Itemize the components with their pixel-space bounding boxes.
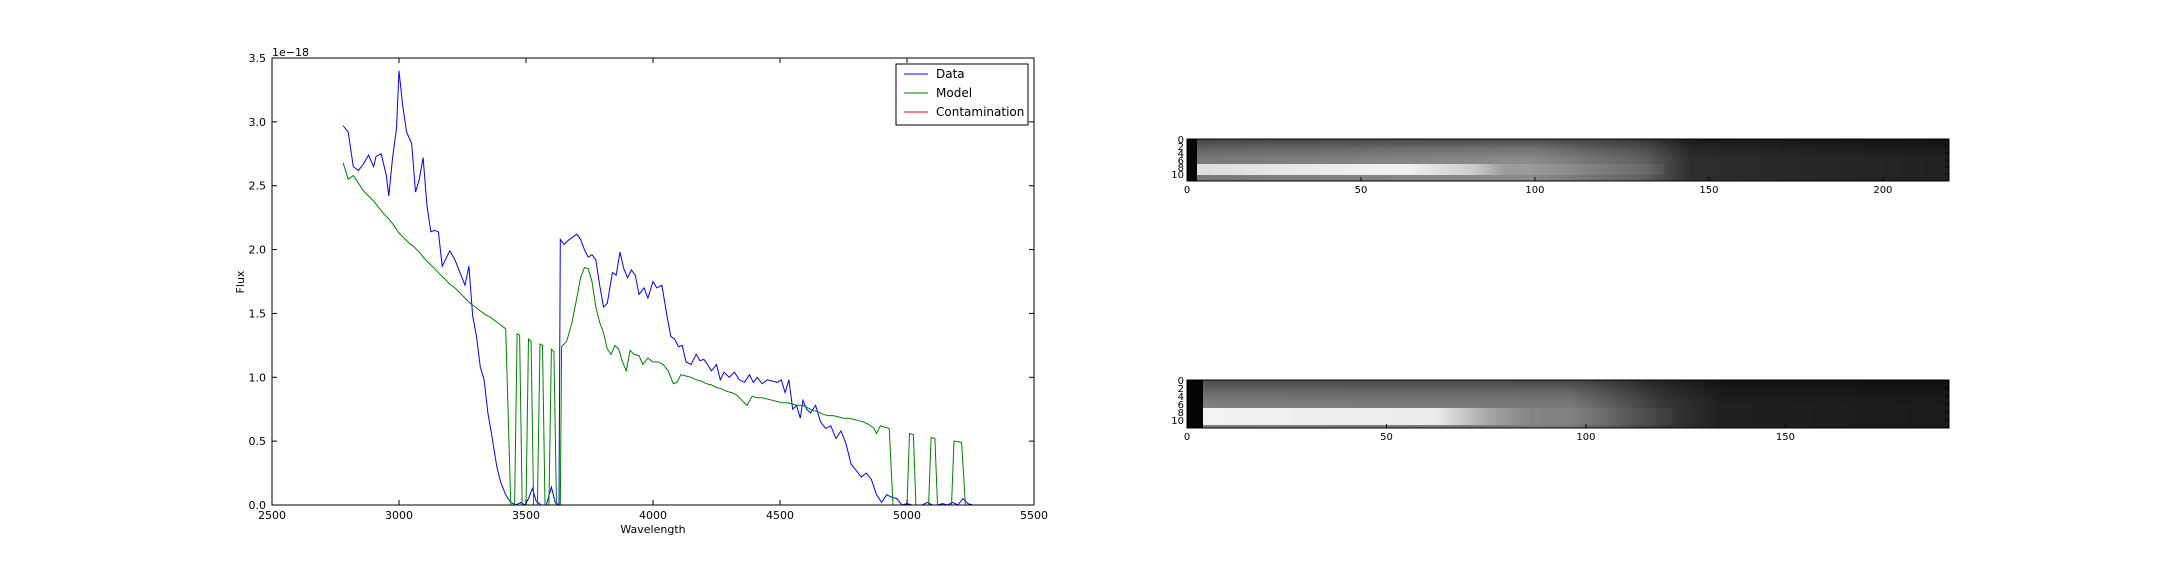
y-tick-label: 0 bbox=[1178, 376, 1184, 387]
y-tick-label: 10 bbox=[1171, 170, 1184, 181]
x-tick-label: 50 bbox=[1355, 185, 1368, 196]
image-bright-trace bbox=[1200, 408, 1672, 425]
y-tick-label: 2.5 bbox=[249, 180, 267, 193]
y-tick-label: 2.0 bbox=[249, 244, 267, 257]
y-tick-label: 0.5 bbox=[249, 435, 267, 448]
x-tick-label: 150 bbox=[1776, 432, 1795, 443]
legend-label-data: Data bbox=[936, 67, 965, 81]
y-tick-label: 0.0 bbox=[249, 499, 267, 512]
y-tick-label: 8 bbox=[1178, 163, 1184, 174]
legend-label-model: Model bbox=[936, 86, 972, 100]
spectrum-lines bbox=[342, 70, 974, 506]
image-left-edge bbox=[1187, 380, 1203, 428]
x-tick-label: 50 bbox=[1380, 432, 1393, 443]
y-tick-label: 8 bbox=[1178, 408, 1184, 419]
x-tick-label: 4000 bbox=[639, 509, 667, 522]
legend-label-contamination: Contamination bbox=[936, 105, 1024, 119]
y-ticks: 0.0 0.5 1.0 1.5 2.0 2.5 3.0 3.5 bbox=[249, 52, 1034, 512]
image-bottom-frame bbox=[1186, 379, 1950, 429]
plot-frame bbox=[271, 57, 1035, 506]
y-tick-label: 6 bbox=[1178, 156, 1184, 167]
x-tick-label: 100 bbox=[1525, 185, 1544, 196]
y-axis-label: Flux bbox=[234, 270, 247, 293]
x-tick-label: 2500 bbox=[258, 509, 286, 522]
x-tick-label: 150 bbox=[1699, 185, 1718, 196]
x-tick-label: 100 bbox=[1576, 432, 1595, 443]
y-tick-label: 1.5 bbox=[249, 307, 267, 320]
x-tick-label: 0 bbox=[1184, 185, 1190, 196]
y-tick-label: 2 bbox=[1178, 384, 1184, 395]
series-line-model bbox=[342, 162, 973, 506]
y-tick-label: 1.0 bbox=[249, 371, 267, 384]
x-tick-label: 3000 bbox=[385, 509, 413, 522]
x-tick-label: 5000 bbox=[893, 509, 921, 522]
image-top-shade bbox=[1187, 380, 1949, 404]
x-tick-label: 5500 bbox=[1020, 509, 1048, 522]
x-tick-label: 3500 bbox=[512, 509, 540, 522]
y-tick-label: 3.5 bbox=[249, 52, 267, 65]
y-tick-label: 2 bbox=[1178, 142, 1184, 153]
y-offset-label: 1e−18 bbox=[272, 46, 309, 59]
image-bright-trace bbox=[1194, 164, 1664, 175]
y-tick-label: 4 bbox=[1178, 392, 1184, 403]
y-tick-label: 6 bbox=[1178, 400, 1184, 411]
image-top-shade bbox=[1187, 139, 1949, 159]
spectrum-panel: 1e−18 2500 3000 3500 4000 4500 5000 5500 0.00.… bbox=[234, 46, 1048, 536]
x-axis-label: Wavelength bbox=[620, 523, 685, 536]
y-tick-label: 4 bbox=[1178, 149, 1184, 160]
image-top-frame bbox=[1186, 138, 1950, 182]
y-tick-label: 0 bbox=[1178, 135, 1184, 146]
x-ticks: 2500 3000 3500 4000 4500 5000 5500 bbox=[258, 58, 1048, 522]
y-tick-label: 3.0 bbox=[249, 116, 267, 129]
image-left-edge bbox=[1187, 139, 1197, 181]
y-tick-label: 10 bbox=[1171, 416, 1184, 427]
x-tick-label: 0 bbox=[1184, 432, 1190, 443]
series-line-data bbox=[342, 70, 974, 506]
legend: Data Model Contamination bbox=[895, 63, 1029, 126]
x-tick-label: 200 bbox=[1873, 185, 1892, 196]
x-tick-label: 4500 bbox=[766, 509, 794, 522]
